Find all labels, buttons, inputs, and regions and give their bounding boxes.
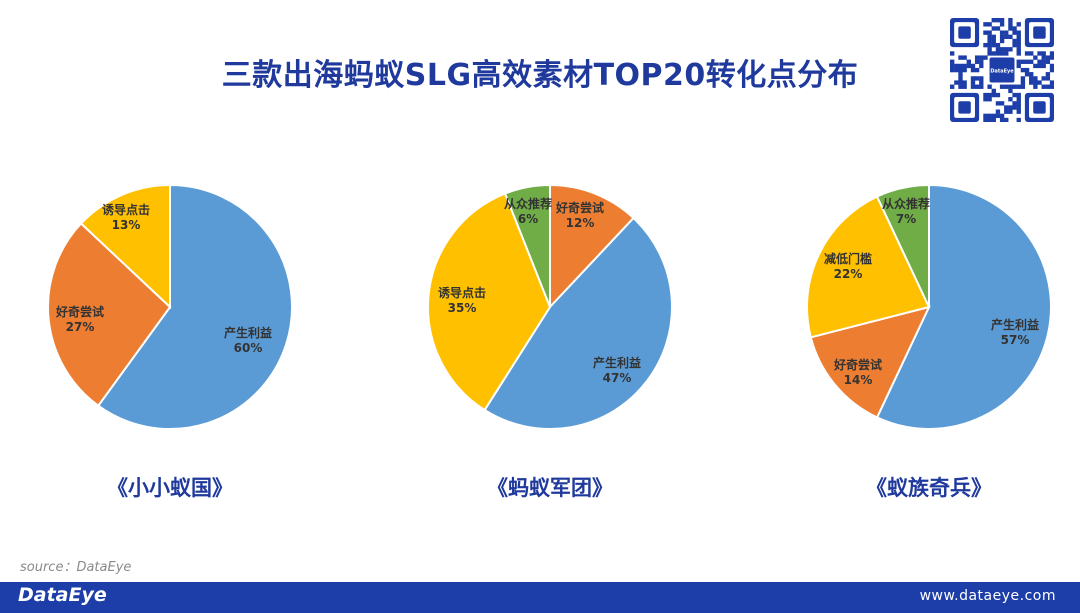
pie2-label-4: 从众推荐 [504,196,552,211]
qr-badge-text: DataEye [990,69,1014,75]
pie3-slice-3 [806,195,931,339]
pie1-value-3: 13% [112,218,141,232]
page-title: 三款出海蚂蚁SLG高效素材TOP20转化点分布 [221,58,859,93]
pie3-value-2: 14% [844,373,873,387]
qr-center-badge [989,57,1015,83]
pie1-label-3: 诱导点击 [102,202,150,217]
pie2-value-3: 35% [448,301,477,315]
pie2-value-4: 6% [518,212,538,226]
pie2-value-2: 47% [603,371,632,385]
pie3-label-4: 从众推荐 [882,196,930,211]
pie3-value-1: 57% [1001,333,1030,347]
pie1-value-2: 27% [66,320,95,334]
source-note: source：DataEye [20,560,132,575]
pie2-label-2: 产生利益 [593,355,641,370]
chart-title-3: 《蚁族奇兵》 [866,476,992,500]
qr-code: DataEye [950,18,1054,122]
footer-logo: DataEye [18,584,107,606]
pie2-slice-3 [427,192,552,412]
pie3-value-3: 22% [834,267,863,281]
chart-title-1: 《小小蚁国》 [107,476,233,500]
pie3-slice-1 [875,183,1052,430]
pie1-slice-2 [47,222,172,408]
footer-bar: DataEye www.dataeye.com [0,582,1080,613]
pie1-label-2: 好奇尝试 [55,304,104,319]
pie1-slice-3 [79,183,171,310]
pie3-value-4: 7% [896,212,916,226]
pie3-label-3: 减低门槛 [824,251,872,266]
pie1-label-1: 产生利益 [224,325,272,340]
pie1-slice-1 [96,183,293,430]
pie3-label-1: 产生利益 [991,317,1039,332]
footer-url[interactable]: www.dataeye.com [919,588,1056,604]
chart-title-2: 《蚂蚁军团》 [487,476,613,500]
pie2-label-3: 诱导点击 [438,285,486,300]
pie3-slice-4 [875,183,930,308]
pie2-slice-4 [503,183,551,308]
pie1-value-1: 60% [234,341,263,355]
pie2-slice-1 [549,183,635,310]
pie3-slice-2 [809,305,931,419]
pie3-label-2: 好奇尝试 [833,357,882,372]
pie2-label-1: 好奇尝试 [555,200,604,215]
pie2-slice-2 [483,216,673,430]
pie2-value-1: 12% [566,216,595,230]
